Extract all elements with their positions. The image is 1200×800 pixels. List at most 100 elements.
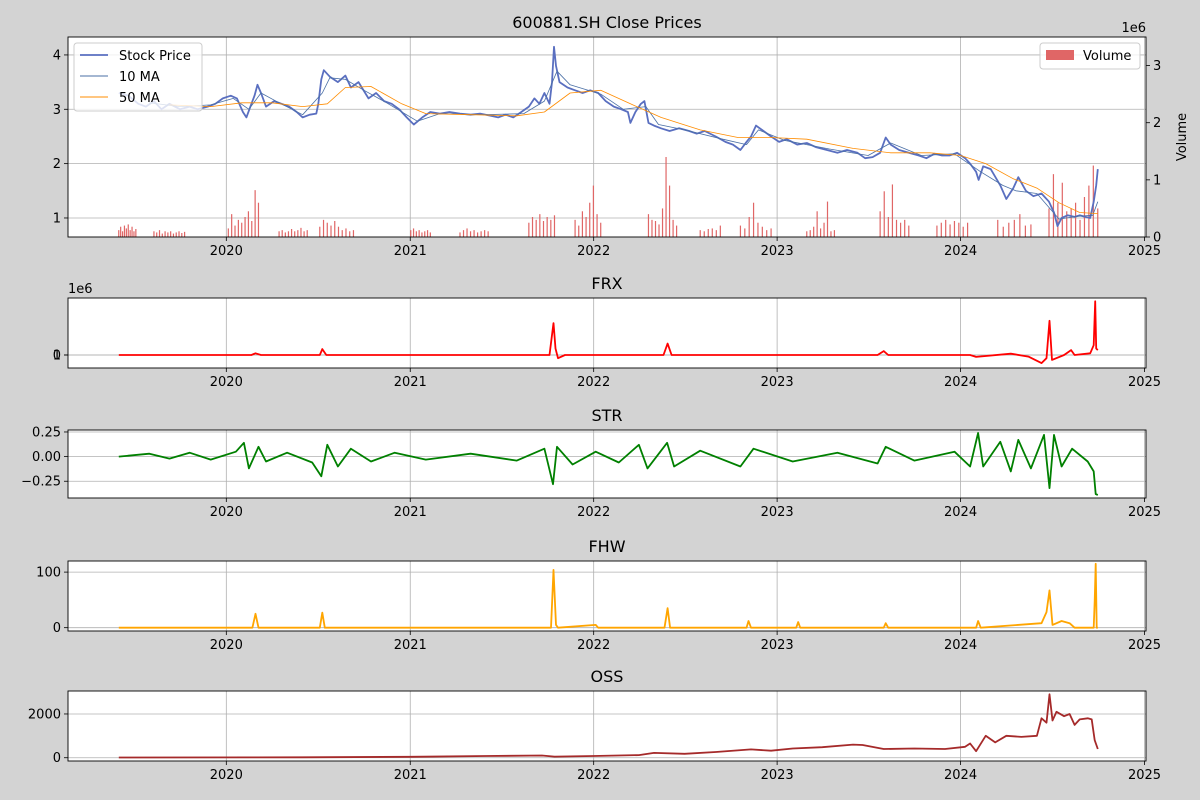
- x-tick-label: 2025: [1128, 244, 1161, 259]
- chart-title: FHW: [588, 537, 625, 556]
- volume-bar: [908, 225, 910, 237]
- volume-bar: [153, 231, 155, 237]
- y2-tick-label: 1: [1153, 173, 1161, 188]
- volume-bar: [352, 230, 355, 237]
- volume-bar: [300, 227, 302, 237]
- volume-bar: [241, 222, 243, 237]
- volume-bar: [227, 228, 229, 237]
- volume-bar: [539, 214, 541, 237]
- volume-bar: [945, 219, 947, 237]
- y-tick-label: 1: [53, 211, 61, 226]
- volume-bar: [719, 225, 721, 237]
- volume-bar: [1052, 174, 1055, 237]
- volume-bar: [181, 233, 183, 237]
- volume-bar: [1024, 225, 1026, 237]
- volume-bar: [326, 222, 328, 237]
- x-tick-label: 2021: [394, 244, 427, 259]
- x-tick-label: 2021: [394, 375, 427, 390]
- volume-bar: [589, 202, 591, 237]
- volume-bar: [297, 230, 299, 237]
- legend-frame: [73, 42, 203, 112]
- volume-bar: [883, 191, 885, 237]
- x-tick-label: 2024: [944, 638, 977, 653]
- volume-bar: [651, 219, 653, 237]
- volume-bar: [661, 208, 664, 237]
- volume-bar: [600, 222, 602, 237]
- y-tick-label: 0: [53, 751, 61, 766]
- y-tick-label: 0.00: [32, 450, 61, 465]
- x-tick-label: 2025: [1128, 638, 1161, 653]
- volume-bar: [940, 222, 942, 237]
- price-plot-area: [68, 37, 1146, 237]
- frx-panel: 2020 2021 2022 2023 2024 2025 01 1e6 FRX: [53, 274, 1161, 390]
- volume-bar: [418, 230, 420, 237]
- str-frame: [67, 429, 1147, 499]
- y-tick-label: 2: [53, 157, 61, 172]
- volume-bar: [469, 231, 472, 237]
- oss-marks: [118, 693, 1099, 759]
- volume-bar: [900, 222, 902, 237]
- volume-bar: [1079, 219, 1081, 237]
- legend-swatch: [1046, 50, 1074, 60]
- volume-bar: [891, 184, 894, 237]
- volume-bar: [1070, 208, 1072, 237]
- str-line: [118, 432, 1099, 496]
- series-stock-price: [118, 45, 1099, 227]
- volume-bar: [542, 221, 545, 237]
- volume-bar: [175, 232, 177, 237]
- volume-bar: [284, 232, 286, 237]
- x-tick-label: 2023: [761, 768, 794, 783]
- volume-bar: [473, 230, 475, 237]
- volume-bar: [761, 226, 763, 237]
- volume-bar: [966, 222, 969, 237]
- volume-bar: [581, 211, 584, 237]
- fhw-plot-area: [68, 561, 1146, 631]
- legend-entry: 50 MA: [119, 91, 160, 106]
- volume-bar: [962, 226, 964, 237]
- volume-bar: [170, 231, 172, 237]
- volume-bar: [592, 185, 594, 237]
- x-tick-label: 2020: [210, 768, 243, 783]
- volume-bar: [711, 228, 713, 237]
- y-tick-label: −0.25: [21, 475, 61, 490]
- volume-bar: [1097, 208, 1099, 237]
- chart-title: STR: [591, 406, 622, 425]
- volume-bar: [127, 224, 129, 237]
- volume-bar: [234, 225, 236, 237]
- volume-bar: [319, 226, 321, 237]
- series-10-ma: [149, 70, 1099, 220]
- volume-bar: [254, 190, 256, 237]
- oss-panel: 2020 2021 2022 2023 2024 2025 0 2000 OSS: [28, 667, 1161, 783]
- volume-bar: [484, 230, 486, 237]
- volume-bar: [715, 230, 717, 237]
- x-tick-label: 2024: [944, 375, 977, 390]
- legend-entry: Stock Price: [119, 49, 191, 64]
- chart-title: 600881.SH Close Prices: [512, 13, 701, 32]
- volume-bar: [247, 211, 250, 237]
- x-tick-label: 2023: [761, 375, 794, 390]
- volume-bar: [707, 229, 709, 237]
- volume-bar: [334, 221, 336, 237]
- volume-bar: [429, 232, 431, 237]
- volume-bar: [546, 217, 548, 237]
- volume-bar: [550, 219, 552, 237]
- volume-bar: [1057, 202, 1059, 237]
- volume-bar: [172, 233, 175, 237]
- volume-bar: [1048, 208, 1050, 237]
- x-tick-label: 2023: [761, 244, 794, 259]
- volume-bar: [410, 230, 412, 237]
- volume-bar: [421, 232, 423, 237]
- volume-bar: [528, 222, 530, 237]
- volume-bar: [665, 157, 667, 237]
- x-tick-label: 2021: [394, 768, 427, 783]
- legend-entry: 10 MA: [119, 70, 160, 85]
- x-tick-label: 2024: [944, 244, 977, 259]
- volume-bar: [167, 232, 169, 237]
- y2-tick-label: 2: [1153, 116, 1161, 131]
- volume-bar: [809, 230, 811, 237]
- x-tick-label: 2020: [210, 638, 243, 653]
- volume-bar: [287, 231, 290, 237]
- y-tick-label: 0: [53, 621, 61, 636]
- volume-bar: [585, 217, 587, 237]
